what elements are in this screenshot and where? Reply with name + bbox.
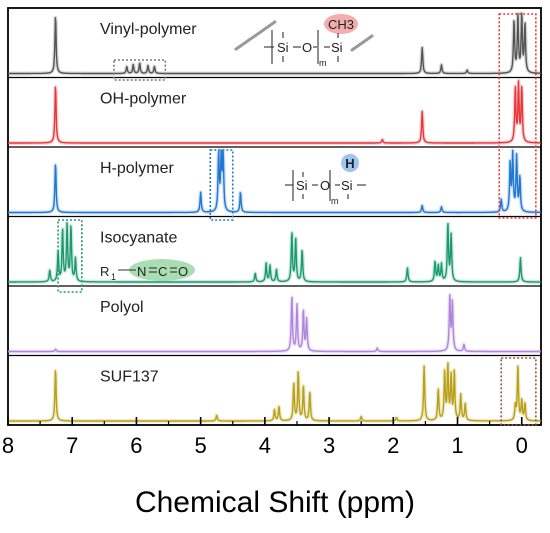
x-tick-label: 8	[2, 433, 14, 458]
vinyl-chain-left-shadow	[234, 19, 277, 52]
x-tick-label: 7	[66, 433, 78, 458]
n-atom: N	[137, 264, 146, 279]
vinyl-group	[350, 34, 374, 52]
si-atom-1: Si	[296, 178, 308, 193]
o-atom: O	[178, 264, 188, 279]
spectra-panels: Vinyl-polymer OH-polymer H-polymer Isocyana…	[6, 7, 543, 426]
spectrum-line	[7, 222, 542, 283]
nco-highlight	[129, 259, 195, 281]
ch3-label: CH3	[328, 17, 354, 32]
spectrum-panel-1: Vinyl-polymer	[6, 11, 543, 76]
si-atom-2: Si	[341, 178, 353, 193]
highlight-box-suf137	[500, 357, 537, 426]
series-label: Polyol	[100, 299, 144, 316]
spectrum-panel-5: Polyol	[6, 285, 543, 354]
highlight-box-vinyl	[113, 59, 167, 81]
spectrum-glow	[6, 148, 543, 215]
x-tick-label: 1	[451, 433, 463, 458]
si-atom-2: Si	[331, 40, 343, 55]
x-tick-label: 3	[323, 433, 335, 458]
x-tick-label: 5	[195, 433, 207, 458]
o-atom: O	[302, 40, 312, 55]
series-label: SUF137	[100, 369, 159, 386]
r-atom: R	[100, 264, 109, 279]
c-atom: C	[158, 264, 167, 279]
x-axis-label: Chemical Shift (ppm)	[135, 486, 415, 519]
hydride-highlight	[341, 154, 359, 172]
o-atom: O	[320, 178, 330, 193]
x-tick-label: 0	[516, 433, 528, 458]
vinyl-polymer-structure: CH3 Si Om Si	[234, 14, 374, 68]
spectrum-panel-2: OH-polymer	[6, 76, 543, 145]
series-label: Vinyl-polymer	[100, 21, 197, 38]
x-tick-label: 4	[259, 433, 271, 458]
x-tick-label: 2	[387, 433, 399, 458]
spectrum-line	[7, 80, 542, 144]
spectrum-line	[7, 362, 542, 422]
series-label: H-polymer	[100, 160, 174, 177]
spectrum-panel-6: SUF137	[6, 354, 543, 423]
series-label: Isocyanate	[100, 230, 177, 247]
spectrum-glow	[6, 78, 543, 145]
x-tick-label: 6	[130, 433, 142, 458]
si-atom-1: Si	[277, 40, 289, 55]
spectrum-glow	[6, 292, 543, 354]
series-label: OH-polymer	[100, 91, 187, 108]
r-subscript: 1	[111, 272, 116, 282]
spectrum-panel-4: Isocyanate	[6, 215, 543, 284]
h-label: H	[345, 156, 354, 171]
subscript-m: m	[319, 58, 327, 68]
spectrum-glow	[6, 221, 543, 284]
highlight-box-si-h	[209, 149, 234, 221]
subscript-m: m	[331, 196, 339, 206]
spectrum-line	[7, 294, 542, 353]
spectrum-line	[7, 12, 542, 75]
spectrum-line	[7, 149, 542, 214]
spectrum-panel-3: H-polymer	[6, 146, 543, 215]
x-axis: 8 7 6 5 4 3 2 1 0	[2, 417, 528, 458]
ch3-highlight	[324, 14, 358, 34]
